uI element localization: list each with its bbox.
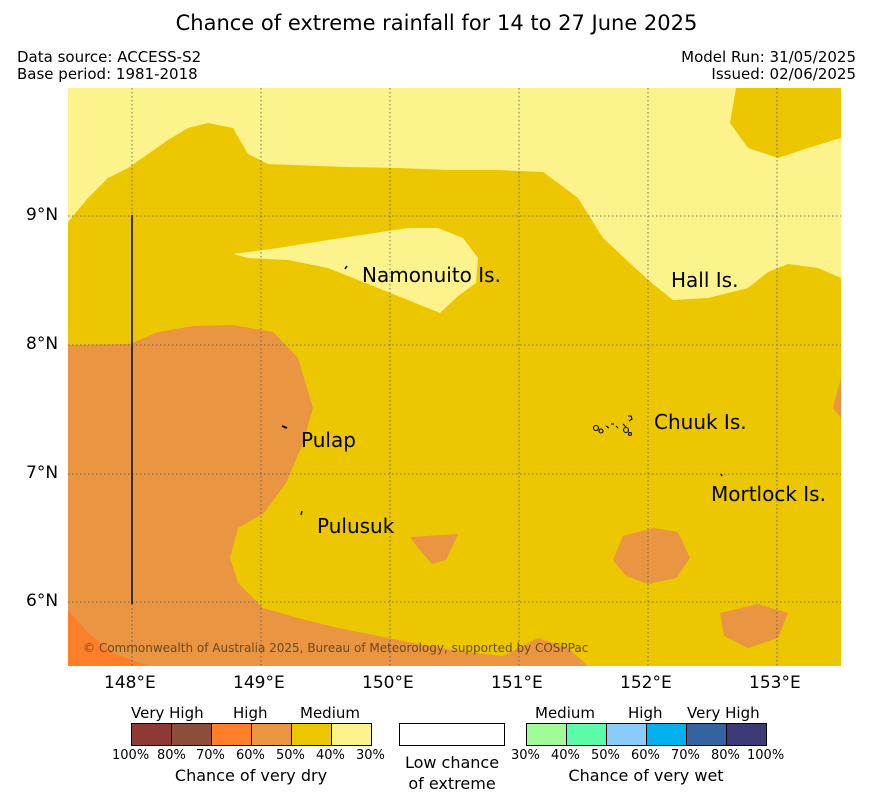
lat-label-8n: 8°N	[26, 334, 59, 354]
zone-dry-50-60-blob-a	[410, 534, 458, 564]
place-label-pulusuk: Pulusuk	[317, 514, 395, 538]
legend-wet-high: High	[628, 704, 663, 722]
mortlock-island-mark	[720, 473, 723, 477]
map-title: Chance of extreme rainfall for 14 to 27 …	[175, 11, 698, 35]
zone-dry-50-60-west	[68, 325, 588, 666]
pulusuk-island-mark	[300, 510, 303, 516]
zone-dry-50-60-blob-d	[833, 378, 841, 418]
legend-wet-swatch-4	[646, 724, 686, 745]
legend-wet-very-high: Very High	[687, 704, 760, 722]
legend-dry-tick-80: 80%	[157, 748, 186, 763]
legend-wet-swatch-2	[566, 724, 606, 745]
base-period-text: Base period: 1981-2018	[17, 65, 198, 83]
legend-dry-swatch-2	[171, 724, 211, 745]
legend-wet-swatch-5	[686, 724, 726, 745]
lon-label-150e: 150°E	[362, 673, 414, 693]
legend-dry-tick-60: 60%	[236, 748, 265, 763]
legend-dry-swatch-3	[211, 724, 251, 745]
legend-wet-colorbar	[526, 723, 767, 746]
lon-label-152e: 152°E	[620, 673, 672, 693]
legend-neutral-swatch	[399, 723, 505, 746]
place-label-chuuk: Chuuk Is.	[654, 410, 747, 434]
legend-neutral-caption-line1: Low chance	[404, 753, 500, 772]
place-label-pulap: Pulap	[301, 428, 356, 452]
legend-dry-swatch-6	[331, 724, 371, 745]
legend-wet-caption: Chance of very wet	[568, 766, 724, 785]
legend-dry-tick-40: 40%	[316, 748, 345, 763]
zone-dry-30-40-namonuito	[233, 228, 478, 313]
legend-neutral-caption-line2: of extreme	[408, 774, 496, 793]
data-source-text: Data source: ACCESS-S2	[17, 48, 202, 66]
lon-label-149e: 149°E	[233, 673, 285, 693]
legend-dry-swatch-1	[132, 724, 171, 745]
namonuito-island-mark	[344, 265, 348, 270]
legend-wet-tick-70: 70%	[671, 748, 700, 763]
meta-left: Data source: ACCESS-S2 Base period: 1981…	[17, 49, 201, 83]
legend-dry-tick-30: 30%	[356, 748, 385, 763]
legend-dry-swatch-4	[251, 724, 291, 745]
legend-neutral-caption: Low chance of extreme	[388, 752, 516, 794]
lat-label-7n: 7°N	[26, 463, 59, 483]
legend-wet-tick-80: 80%	[711, 748, 740, 763]
lon-label-153e: 153°E	[749, 673, 801, 693]
legend-wet-tick-50: 50%	[591, 748, 620, 763]
legend-wet-tick-60: 60%	[631, 748, 660, 763]
legend-wet-tick-100: 100%	[747, 748, 785, 763]
legend-wet-swatch-1	[527, 724, 566, 745]
lat-label-9n: 9°N	[26, 205, 59, 225]
chuuk-island-marks	[592, 415, 633, 437]
legend-dry-colorbar	[131, 723, 372, 746]
lon-label-151e: 151°E	[491, 673, 543, 693]
model-run-text: Model Run: 31/05/2025	[681, 48, 856, 66]
rainfall-map	[68, 88, 841, 666]
legend-wet-tick-30: 30%	[511, 748, 540, 763]
legend-dry-very-high: Very High	[131, 704, 204, 722]
issued-text: Issued: 02/06/2025	[711, 65, 856, 83]
legend-wet-tick-40: 40%	[551, 748, 580, 763]
legend-dry-caption: Chance of very dry	[174, 766, 328, 785]
legend-wet-swatch-6	[726, 724, 766, 745]
pulap-island-mark	[281, 425, 288, 429]
legend-dry-tick-50: 50%	[276, 748, 305, 763]
lat-label-6n: 6°N	[26, 591, 59, 611]
place-label-hall: Hall Is.	[671, 268, 739, 292]
zone-dry-60-70-southwest	[68, 610, 148, 666]
legend-dry-tick-70: 70%	[196, 748, 225, 763]
legend-dry-high: High	[233, 704, 268, 722]
copyright-text: © Commonwealth of Australia 2025, Bureau…	[83, 641, 589, 655]
legend-wet-medium: Medium	[535, 704, 595, 722]
legend-wet-swatch-3	[606, 724, 646, 745]
place-label-namonuito: Namonuito Is.	[362, 263, 501, 287]
legend-dry-tick-100: 100%	[112, 748, 150, 763]
zone-dry-50-60-blob-c	[720, 604, 788, 648]
place-label-mortlock: Mortlock Is.	[711, 482, 826, 506]
lon-label-148e: 148°E	[104, 673, 156, 693]
zone-dry-50-60-blob-b	[613, 528, 690, 584]
legend-dry-swatch-5	[291, 724, 331, 745]
meta-right: Model Run: 31/05/2025 Issued: 02/06/2025	[681, 49, 856, 83]
legend-dry-medium: Medium	[300, 704, 360, 722]
